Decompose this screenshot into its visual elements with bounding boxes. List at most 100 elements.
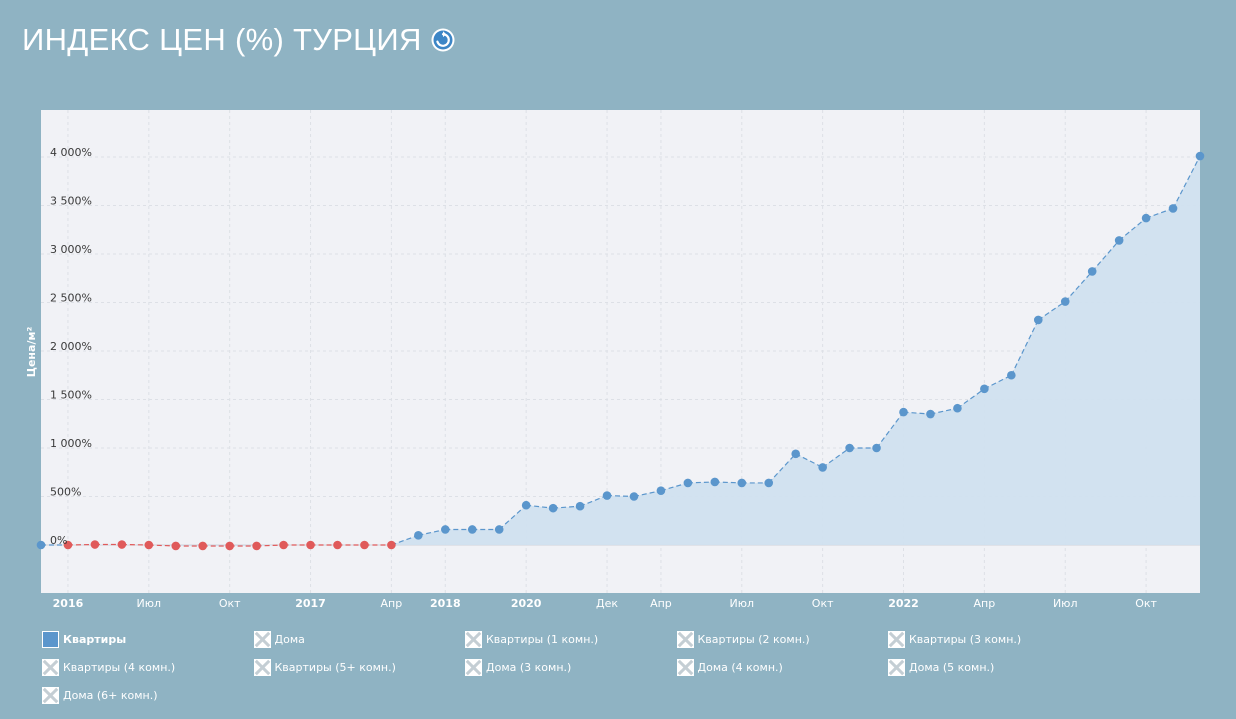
data-point[interactable] <box>90 540 100 549</box>
data-point[interactable] <box>602 491 612 500</box>
data-point[interactable] <box>1114 236 1124 245</box>
x-tick-label: Окт <box>1135 597 1157 610</box>
data-point[interactable] <box>764 478 774 488</box>
legend-label: Квартиры (1 комн.) <box>486 632 599 646</box>
disabled-x-icon <box>42 658 59 676</box>
data-point[interactable] <box>872 443 881 453</box>
data-point[interactable] <box>791 449 800 459</box>
legend-swatch <box>42 630 59 648</box>
y-tick-label: 3 500% <box>50 195 92 208</box>
data-point[interactable] <box>710 477 720 487</box>
legend-item[interactable]: Дома (5 комн.) <box>888 658 994 676</box>
legend-label: Квартиры <box>63 632 127 646</box>
data-point[interactable] <box>63 540 73 550</box>
legend-label: Дома (6+ комн.) <box>63 688 158 702</box>
data-point[interactable] <box>36 540 46 550</box>
data-point[interactable] <box>737 478 747 488</box>
page-title: ИНДЕКС ЦЕН (%) ТУРЦИЯ <box>22 22 455 58</box>
data-point[interactable] <box>818 463 827 472</box>
y-tick-label: 4 000% <box>50 146 92 159</box>
data-point[interactable] <box>441 525 450 534</box>
data-point[interactable] <box>899 407 908 417</box>
data-point[interactable] <box>171 541 181 551</box>
data-point[interactable] <box>198 541 208 551</box>
x-tick-label: 2022 <box>888 597 919 610</box>
data-point[interactable] <box>225 541 234 551</box>
legend-label: Дома (5 комн.) <box>909 660 995 674</box>
data-point[interactable] <box>845 443 854 453</box>
series-line-segment <box>822 447 850 468</box>
legend-item[interactable]: Дома (6+ комн.) <box>42 686 158 704</box>
data-point[interactable] <box>629 492 639 501</box>
disabled-x-icon <box>888 658 905 676</box>
x-tick-label: Июл <box>1053 597 1078 610</box>
disabled-x-icon <box>253 630 271 648</box>
data-point[interactable] <box>117 540 127 549</box>
data-point[interactable] <box>1007 370 1016 380</box>
data-point[interactable] <box>306 540 315 550</box>
series-line-segment <box>687 481 715 484</box>
refresh-icon[interactable] <box>431 28 455 52</box>
series-line-segment <box>1172 155 1201 209</box>
data-point[interactable] <box>926 409 935 419</box>
legend-item[interactable]: Дома <box>253 630 305 648</box>
data-point[interactable] <box>494 525 504 534</box>
data-point[interactable] <box>1060 297 1070 306</box>
legend-item[interactable]: Квартиры (2 комн.) <box>676 630 810 648</box>
data-point[interactable] <box>1168 204 1178 213</box>
disabled-x-icon <box>253 658 271 676</box>
y-tick-label: 1 000% <box>50 437 92 450</box>
x-tick-label: Июл <box>137 597 162 610</box>
legend-item[interactable]: Квартиры (1 комн.) <box>465 630 598 648</box>
series-line-segment <box>579 494 608 507</box>
data-point[interactable] <box>144 540 154 550</box>
data-point[interactable] <box>467 525 477 534</box>
data-point[interactable] <box>1033 315 1043 325</box>
data-point[interactable] <box>1141 213 1151 223</box>
data-point[interactable] <box>521 500 531 510</box>
data-point[interactable] <box>414 531 423 540</box>
legend-label: Квартиры (4 комн.) <box>63 660 176 674</box>
legend-item[interactable]: Дома (4 комн.) <box>676 658 783 676</box>
x-tick-label: Апр <box>974 597 996 610</box>
data-point[interactable] <box>360 540 369 550</box>
data-point[interactable] <box>252 541 261 551</box>
x-tick-label: Апр <box>381 597 403 610</box>
data-point[interactable] <box>980 384 989 394</box>
y-tick-label: 0% <box>50 534 67 547</box>
title-text: ИНДЕКС ЦЕН (%) ТУРЦИЯ <box>22 22 422 57</box>
data-point[interactable] <box>333 540 342 550</box>
disabled-x-icon <box>465 630 482 648</box>
legend-item[interactable]: Квартиры (5+ комн.) <box>253 658 396 676</box>
series-line-segment <box>256 544 284 547</box>
data-point[interactable] <box>953 403 962 413</box>
data-point[interactable] <box>279 540 288 550</box>
data-point[interactable] <box>1195 151 1205 161</box>
series-line-segment <box>1145 207 1174 219</box>
legend-label: Квартиры (5+ комн.) <box>274 660 396 674</box>
legend-item[interactable]: Квартиры (4 комн.) <box>42 658 175 676</box>
y-tick-label: 2 000% <box>50 340 92 353</box>
series-line-segment <box>498 504 527 530</box>
data-point[interactable] <box>575 501 585 511</box>
series-line-segment <box>1118 217 1147 241</box>
legend-item[interactable]: Квартиры (3 комн.) <box>888 630 1021 648</box>
legend-label: Дома <box>274 632 305 646</box>
series-line-segment <box>1010 319 1039 376</box>
legend-item[interactable]: Квартиры <box>42 630 126 648</box>
data-point[interactable] <box>656 486 666 495</box>
data-point[interactable] <box>683 478 693 488</box>
series-line-segment <box>1037 301 1066 321</box>
data-point[interactable] <box>1087 267 1097 276</box>
y-tick-label: 1 500% <box>50 389 92 402</box>
x-tick-label: Дек <box>596 597 618 610</box>
disabled-x-icon <box>465 658 482 676</box>
data-point[interactable] <box>387 540 396 550</box>
legend-label: Квартиры (3 комн.) <box>909 632 1022 646</box>
data-point[interactable] <box>548 503 558 513</box>
x-tick-label: Окт <box>219 597 241 610</box>
series-line-segment <box>526 504 554 509</box>
legend-item[interactable]: Дома (3 комн.) <box>465 658 571 676</box>
series-line-segment <box>714 481 742 484</box>
series-line-segment <box>984 374 1012 390</box>
